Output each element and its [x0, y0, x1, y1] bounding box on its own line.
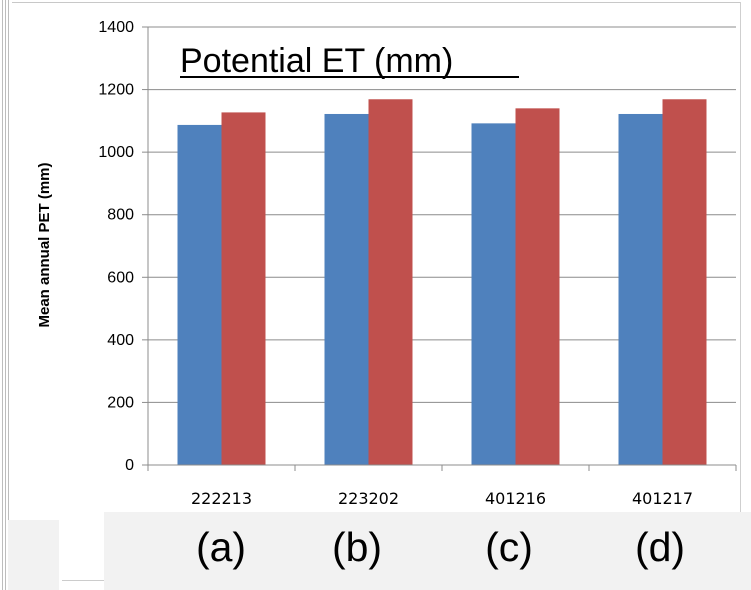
- y-tick-label: 600: [107, 269, 134, 286]
- y-tick-label: 0: [125, 457, 134, 474]
- panel-letter-b: (b): [331, 524, 383, 570]
- bar-222213-series-1: [177, 124, 222, 465]
- bar-222213-series-2: [221, 112, 266, 465]
- x-tick-label: 401216: [485, 489, 546, 508]
- caption-panel: [104, 512, 751, 590]
- y-tick-label: 800: [107, 207, 134, 224]
- y-tick-label: 1000: [98, 144, 134, 161]
- caption-panel-left: [8, 520, 59, 590]
- frame-line-left: [8, 0, 9, 520]
- axes: [142, 26, 737, 471]
- frame-line-left: [5, 0, 6, 590]
- bar-401217-series-1: [618, 113, 663, 465]
- y-tick-label: 1400: [98, 19, 134, 36]
- y-axis-title: Mean annual PET (mm): [36, 162, 53, 327]
- y-tick-label: 1200: [98, 82, 134, 99]
- x-tick-label: 401217: [632, 489, 693, 508]
- bar-401216-series-2: [515, 108, 560, 465]
- panel-letter-a: (a): [195, 524, 247, 570]
- divider: [62, 580, 104, 581]
- bar-401216-series-1: [471, 123, 516, 466]
- panel-letter-d: (d): [634, 524, 686, 570]
- tick-labels: 0 200 400 600 800 1000 1200 1400 222213 223202 401…: [98, 19, 693, 508]
- frame-line-top: [12, 2, 740, 3]
- bars: [177, 99, 707, 466]
- chart-title: Potential ET (mm): [180, 42, 453, 80]
- frame-line-right: [740, 2, 741, 522]
- x-tick-label: 223202: [338, 489, 399, 508]
- frame-line-left: [2, 0, 3, 590]
- y-tick-label: 400: [107, 332, 134, 349]
- bar-401217-series-2: [662, 99, 707, 466]
- panel-letter-c: (c): [485, 524, 533, 570]
- bar-223202-series-2: [368, 99, 413, 466]
- y-tick-label: 200: [107, 394, 134, 411]
- bar-223202-series-1: [324, 113, 369, 465]
- x-tick-label: 222213: [191, 489, 252, 508]
